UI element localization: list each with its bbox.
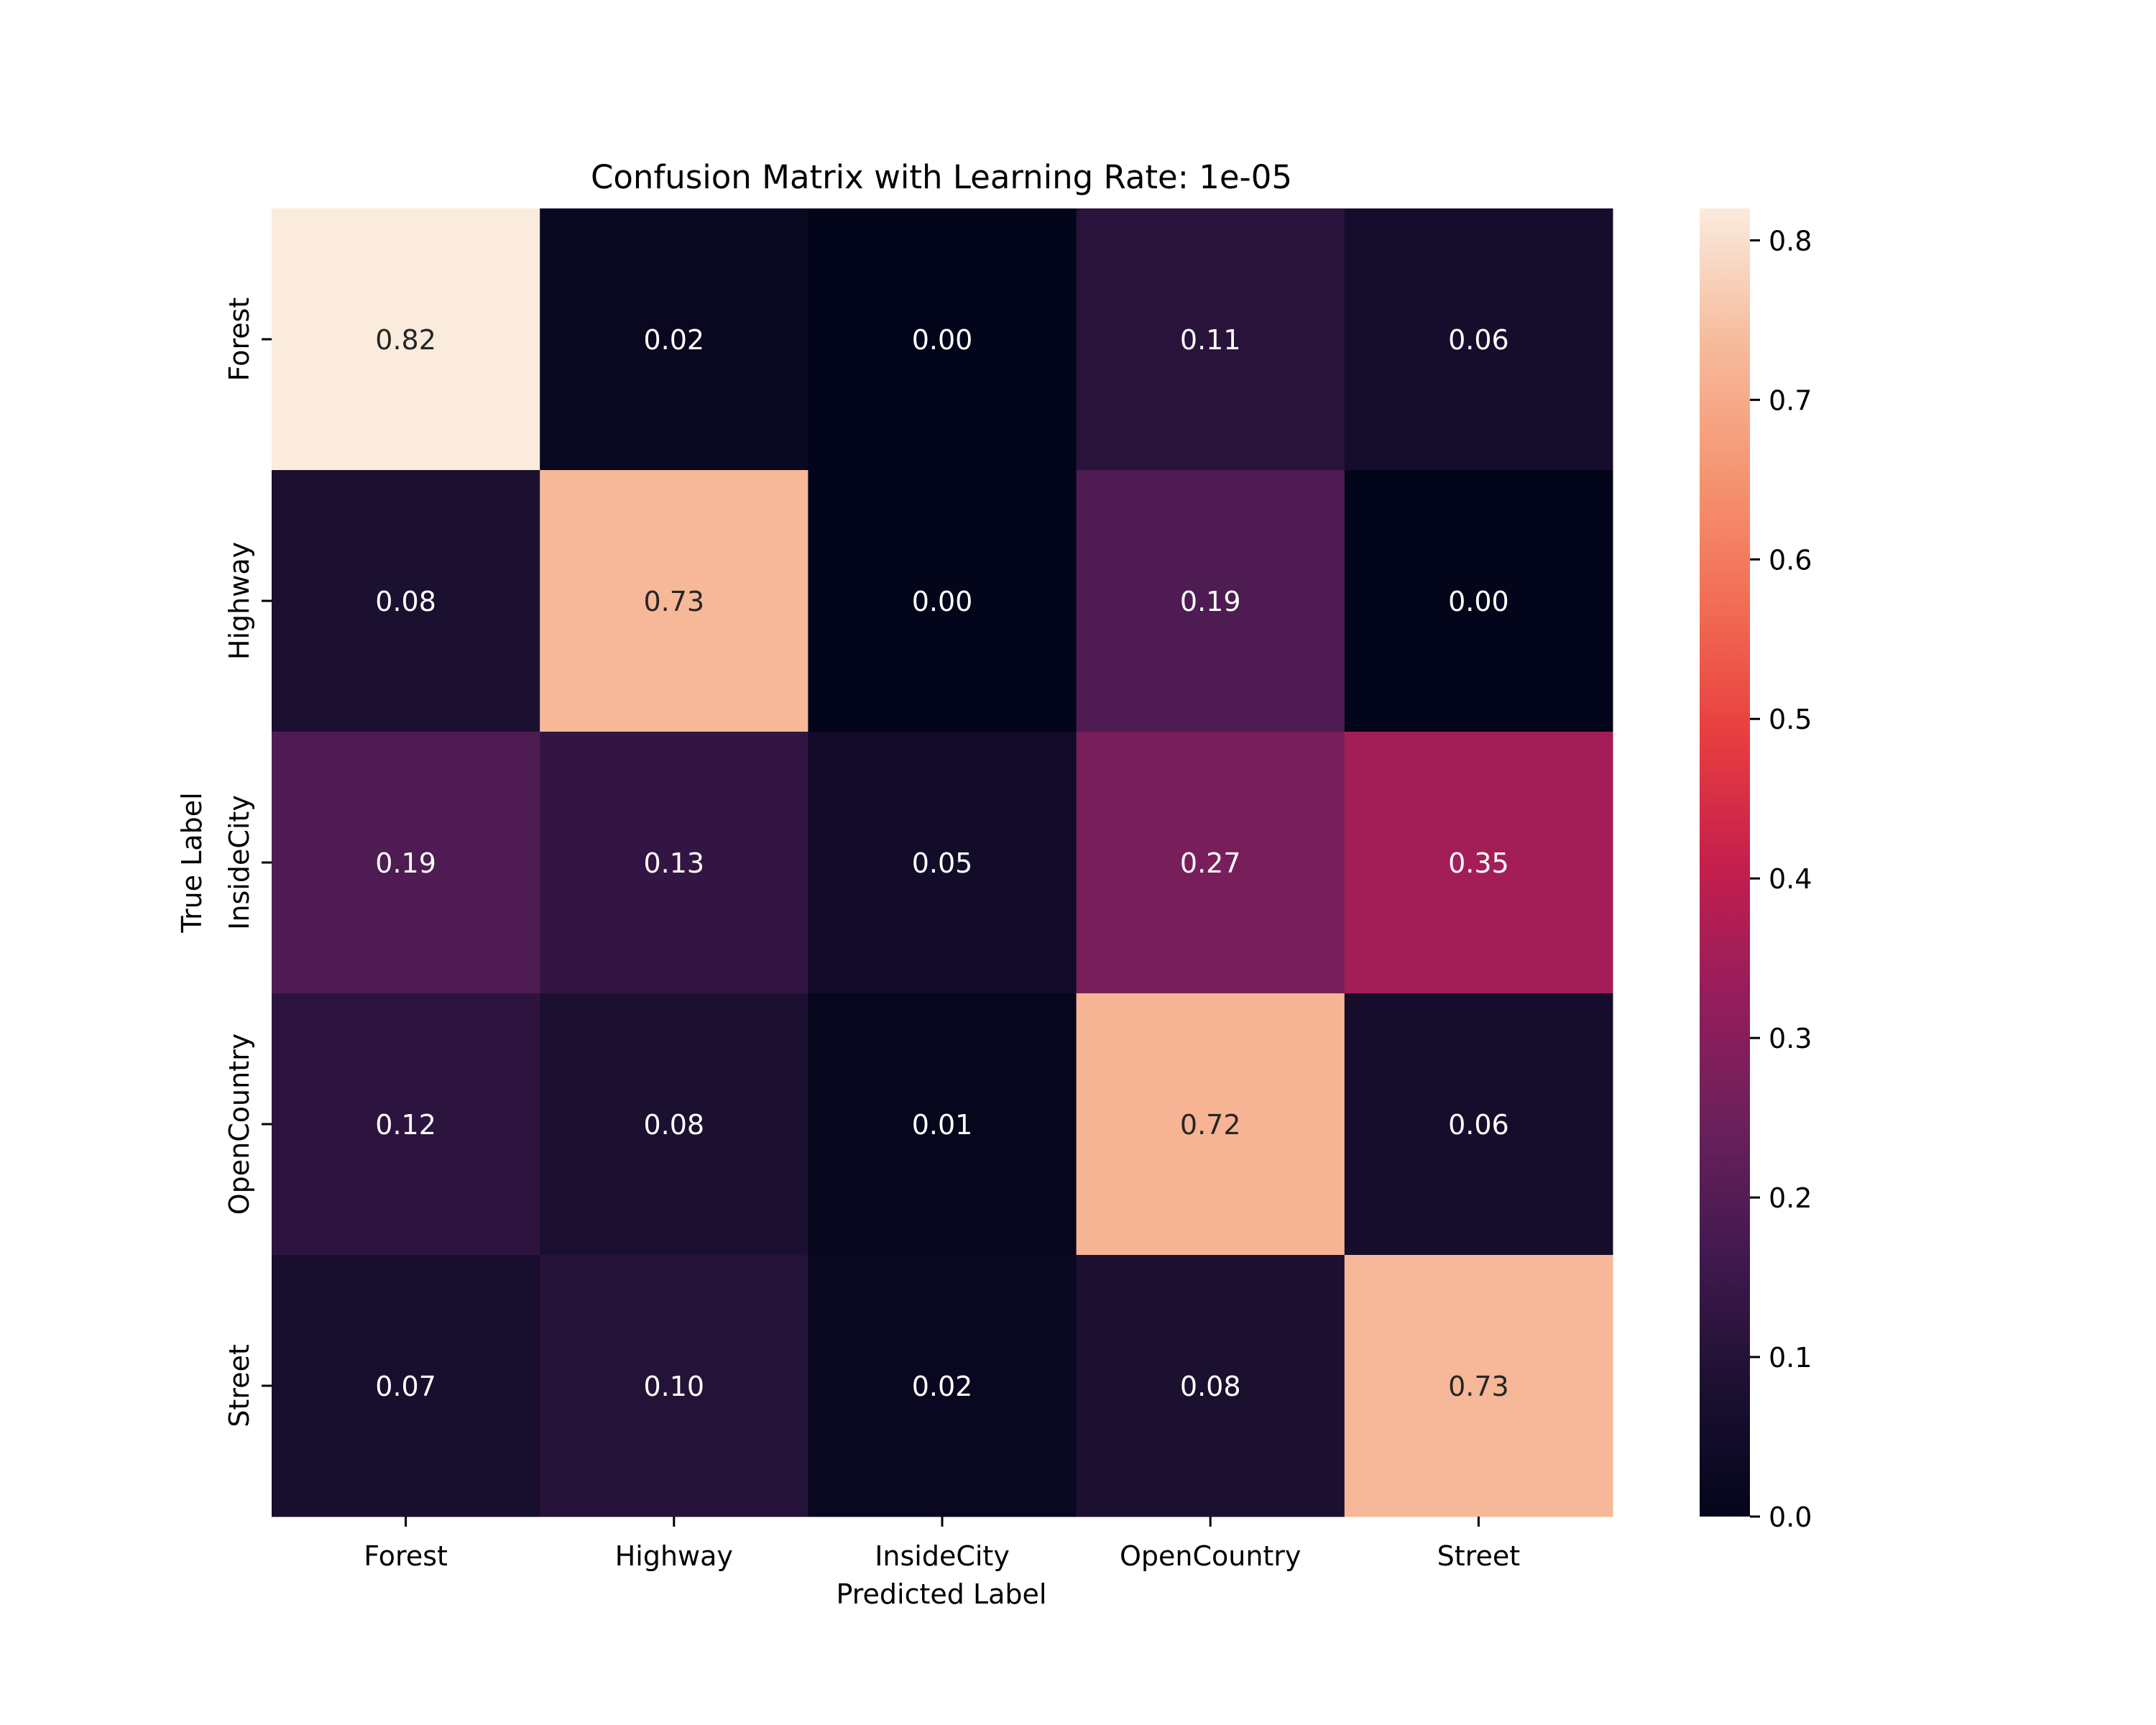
heatmap-cell xyxy=(808,470,1077,732)
colorbar-tick-label: 0.1 xyxy=(1769,1342,1812,1374)
colorbar-ticks: 0.0 0.1 0.2 0.3 0.4 0.5 0.6 0.7 0.8 xyxy=(1750,225,1812,1533)
colorbar: 0.0 0.1 0.2 0.3 0.4 0.5 0.6 0.7 0.8 xyxy=(1700,208,1812,1533)
heatmap-cell xyxy=(272,993,540,1256)
heatmap-cell xyxy=(808,208,1077,471)
colorbar-tick-label: 0.8 xyxy=(1769,225,1812,257)
cell-value-label: 0.35 xyxy=(1448,847,1509,879)
chart-title: Confusion Matrix with Learning Rate: 1e-… xyxy=(591,158,1292,196)
colorbar-tick-label: 0.2 xyxy=(1769,1182,1812,1214)
colorbar-tick-label: 0.0 xyxy=(1769,1501,1812,1533)
x-tick-label: Street xyxy=(1437,1540,1520,1572)
cell-value-label: 0.06 xyxy=(1448,324,1509,356)
x-tick-label: Forest xyxy=(364,1540,448,1572)
cell-value-label: 0.11 xyxy=(1180,324,1241,356)
cell-value-label: 0.02 xyxy=(643,324,704,356)
cell-value-label: 0.00 xyxy=(1448,586,1509,617)
heatmap-cell xyxy=(1344,1255,1613,1517)
cell-value-label: 0.08 xyxy=(375,586,436,617)
x-tick-label: Highway xyxy=(615,1540,733,1572)
colorbar-tick-label: 0.5 xyxy=(1769,704,1812,735)
heatmap-cell xyxy=(272,732,540,994)
cell-value-label: 0.07 xyxy=(375,1371,436,1402)
y-tick-label: InsideCity xyxy=(224,795,255,930)
cell-value-label: 0.13 xyxy=(643,847,704,879)
colorbar-tick-label: 0.6 xyxy=(1769,544,1812,576)
cell-value-label: 0.00 xyxy=(912,324,973,356)
y-tick-label: Street xyxy=(224,1344,255,1427)
cell-value-label: 0.08 xyxy=(643,1109,704,1141)
cell-value-label: 0.10 xyxy=(643,1371,704,1402)
heatmap-cell xyxy=(808,732,1077,994)
heatmap-cell xyxy=(808,993,1077,1256)
cell-value-label: 0.19 xyxy=(375,847,436,879)
heatmap-cell xyxy=(272,208,540,471)
y-axis-label: True Label xyxy=(176,792,208,933)
cell-value-label: 0.02 xyxy=(912,1371,973,1402)
y-tick-label: Forest xyxy=(224,298,255,382)
colorbar-tick-label: 0.4 xyxy=(1769,863,1812,895)
heatmap-cell xyxy=(808,1255,1077,1517)
cell-value-label: 0.05 xyxy=(912,847,973,879)
heatmap-cell xyxy=(1344,470,1613,732)
x-tick-label: OpenCountry xyxy=(1120,1540,1301,1572)
heatmap-cell xyxy=(1344,208,1613,471)
y-tick-label: Highway xyxy=(224,542,255,660)
heatmap-cell xyxy=(1076,993,1345,1256)
x-tick-label: InsideCity xyxy=(875,1540,1010,1572)
heatmap-cell xyxy=(1344,732,1613,994)
heatmap-cell xyxy=(1076,732,1345,994)
heatmap-cell xyxy=(1344,993,1613,1256)
cell-value-label: 0.82 xyxy=(375,324,436,356)
heatmap-cell xyxy=(1076,470,1345,732)
heatmap-cell xyxy=(272,470,540,732)
colorbar-tick-label: 0.7 xyxy=(1769,385,1812,416)
heatmap-cell xyxy=(540,470,808,732)
heatmap-cell-labels: 0.82 0.02 0.00 0.11 0.06 0.08 0.73 0.00 0.19 0.00… xyxy=(375,324,1508,1402)
x-axis-label: Predicted Label xyxy=(837,1578,1047,1610)
cell-value-label: 0.73 xyxy=(643,586,704,617)
cell-value-label: 0.06 xyxy=(1448,1109,1509,1141)
heatmap-cells xyxy=(272,208,1613,1517)
y-axis-ticks: Forest Highway InsideCity OpenCountry Street xyxy=(224,298,272,1427)
cell-value-label: 0.00 xyxy=(912,586,973,617)
y-tick-label: OpenCountry xyxy=(224,1034,255,1215)
cell-value-label: 0.12 xyxy=(375,1109,436,1141)
cell-value-label: 0.08 xyxy=(1180,1371,1241,1402)
heatmap-cell xyxy=(540,993,808,1256)
heatmap-cell xyxy=(540,732,808,994)
cell-value-label: 0.01 xyxy=(912,1109,973,1141)
colorbar-gradient xyxy=(1700,208,1750,1517)
heatmap-cell xyxy=(1076,208,1345,471)
colorbar-tick-label: 0.3 xyxy=(1769,1023,1812,1054)
heatmap-cell xyxy=(272,1255,540,1517)
cell-value-label: 0.27 xyxy=(1180,847,1241,879)
heatmap-cell xyxy=(1076,1255,1345,1517)
x-axis-ticks: Forest Highway InsideCity OpenCountry Street xyxy=(364,1517,1520,1572)
heatmap-cell xyxy=(540,1255,808,1517)
cell-value-label: 0.73 xyxy=(1448,1371,1509,1402)
heatmap-cell xyxy=(540,208,808,471)
cell-value-label: 0.19 xyxy=(1180,586,1241,617)
cell-value-label: 0.72 xyxy=(1180,1109,1241,1141)
